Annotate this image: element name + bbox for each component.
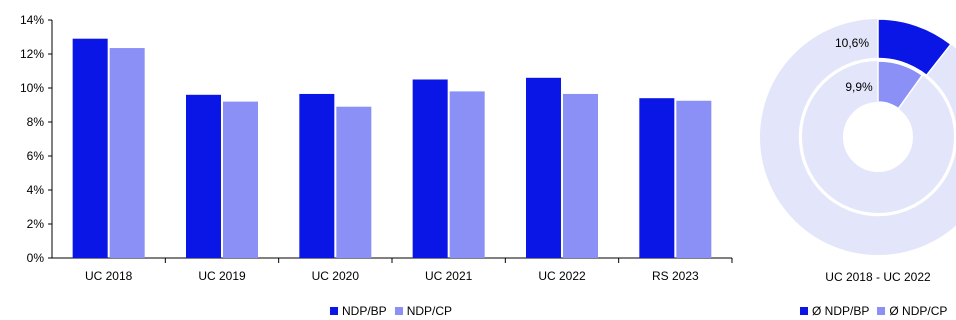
bar-ndp-cp-uc-2019 [223, 101, 258, 258]
donut-legend: Ø NDP/BP Ø NDP/CP [800, 304, 947, 318]
bar-ndp-cp-uc-2020 [336, 106, 372, 258]
legend-label-ndp-bp: NDP/BP [342, 304, 387, 318]
bar-ndp-cp-uc-2021 [449, 91, 485, 259]
x-tick-label: UC 2020 [312, 269, 360, 283]
bar-ndp-cp-rs-2023 [676, 100, 712, 258]
legend-label-avg-ndp-cp: Ø NDP/CP [889, 304, 948, 318]
y-tick-label: 12% [20, 47, 44, 61]
bar-ndp-bp-uc-2018 [72, 38, 108, 259]
y-tick-label: 0% [27, 251, 45, 265]
donut-label-avg-ndp-cp: 9,9% [845, 80, 873, 94]
bar-ndp-bp-uc-2022 [526, 77, 561, 258]
legend-swatch-ndp-bp [330, 307, 338, 315]
bar-chart-axes: 0% 2% 4% 6% 8% 10% 12% 14% UC 2018 UC 2019 UC 2020… [20, 13, 733, 283]
x-tick-label: UC 2022 [538, 269, 586, 283]
bar-ndp-cp-uc-2018 [109, 48, 145, 258]
y-tick-label: 14% [20, 13, 44, 27]
y-tick-label: 2% [27, 217, 45, 231]
y-tick-label: 6% [27, 149, 45, 163]
bar-legend: NDP/BP NDP/CP [330, 304, 452, 318]
bar-ndp-cp-uc-2022 [563, 93, 598, 258]
bar-chart-bars [72, 38, 712, 259]
donut-title: UC 2018 - UC 2022 [825, 270, 931, 284]
bar-ndp-bp-uc-2020 [299, 93, 335, 258]
donut-label-avg-ndp-bp: 10,6% [835, 36, 869, 50]
bar-ndp-bp-uc-2019 [186, 94, 221, 258]
legend-swatch-avg-ndp-cp [877, 307, 886, 315]
legend-label-avg-ndp-bp: Ø NDP/BP [812, 304, 870, 318]
y-tick-label: 10% [20, 81, 44, 95]
donut-chart: 10,6% 9,9% [760, 18, 956, 255]
x-tick-label: RS 2023 [652, 269, 699, 283]
donut-ring-separator [798, 57, 956, 217]
bar-ndp-bp-rs-2023 [639, 98, 675, 258]
donut-slice-avg-ndp-cp [877, 60, 924, 110]
x-tick-label: UC 2018 [85, 269, 133, 283]
legend-label-ndp-cp: NDP/CP [406, 304, 453, 318]
legend-swatch-avg-ndp-bp [800, 307, 808, 315]
y-tick-label: 4% [27, 183, 45, 197]
x-tick-label: UC 2021 [425, 269, 473, 283]
legend-swatch-ndp-cp [394, 307, 403, 315]
bar-ndp-bp-uc-2021 [412, 79, 448, 258]
y-tick-label: 8% [27, 115, 45, 129]
x-tick-label: UC 2019 [198, 269, 246, 283]
